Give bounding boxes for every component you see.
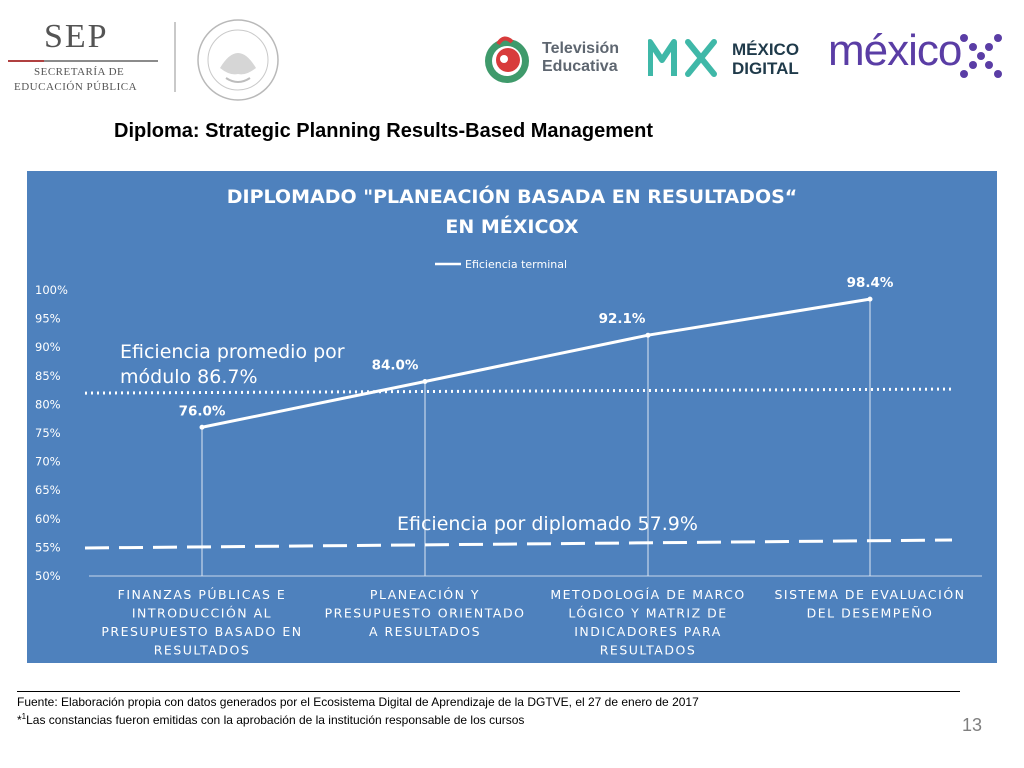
sep-logo-rule	[8, 60, 158, 62]
header: SEP SECRETARÍA DE EDUCACIÓN PÚBLICA Tele…	[0, 0, 1024, 110]
y-tick-label: 80%	[35, 397, 61, 411]
y-tick-label: 55%	[35, 540, 61, 554]
chart-title-line2: EN MÉXICOX	[445, 215, 579, 238]
reference-line-diploma	[84, 538, 953, 550]
x-category-label: INDICADORES PARA	[574, 624, 722, 639]
x-category-label: SISTEMA DE EVALUACIÓN	[774, 587, 965, 602]
x-category-label: LÓGICO Y MATRIZ DE	[568, 606, 727, 621]
page-number: 13	[961, 715, 982, 735]
y-tick-label: 95%	[35, 312, 61, 326]
sep-logo: SEP SECRETARÍA DE EDUCACIÓN PÚBLICA	[8, 18, 158, 98]
y-tick-label: 50%	[35, 569, 61, 583]
header-divider	[174, 22, 176, 92]
mexicox-logo-text: méxico	[828, 26, 962, 75]
x-category-label: DEL DESEMPEÑO	[807, 606, 934, 621]
sep-logo-word: SEP	[44, 18, 109, 55]
television-educativa-logo-text: Televisión Educativa	[542, 40, 619, 76]
reference-line-average-module	[84, 387, 953, 395]
data-point	[867, 296, 873, 302]
tv-logo-line1: Televisión	[542, 40, 620, 57]
tv-logo-line2: Educativa	[542, 58, 618, 75]
x-category-label: RESULTADOS	[154, 643, 251, 658]
footer-note-superscript: 1	[21, 712, 27, 721]
mexico-digital-logo-text: MÉXICO DIGITAL	[732, 40, 799, 78]
reference-label-average-line1: Eficiencia promedio por	[120, 341, 345, 363]
mx-logo-line1: MÉXICO	[732, 40, 800, 59]
national-seal-icon	[197, 19, 279, 101]
sep-logo-rule-accent	[8, 60, 44, 62]
television-educativa-logo-icon	[485, 36, 529, 83]
y-tick-label: 90%	[35, 340, 61, 354]
reference-label-diploma: Eficiencia por diplomado 57.9%	[397, 513, 698, 535]
x-category-label: FINANZAS PÚBLICAS E	[118, 587, 287, 602]
footer-source: Fuente: Elaboración propia con datos gen…	[17, 695, 699, 709]
footer-note-asterisk: *	[17, 713, 22, 727]
y-tick-label: 65%	[35, 483, 61, 497]
reference-label-average-line2: módulo 86.7%	[120, 366, 258, 388]
footer-note: *1Las constancias fueron emitidas con la…	[17, 712, 524, 727]
data-label: 76.0%	[179, 403, 226, 419]
y-tick-label: 100%	[35, 283, 68, 297]
chart-panel: DIPLOMADO "PLANEACIÓN BASADA EN RESULTAD…	[27, 171, 997, 663]
slide-title: Diploma: Strategic Planning Results-Base…	[114, 120, 653, 142]
data-point	[422, 379, 428, 385]
footer-rule	[17, 691, 960, 692]
x-category-label: METODOLOGÍA DE MARCO	[550, 587, 745, 602]
legend-label: Eficiencia terminal	[465, 258, 567, 271]
x-category-label: RESULTADOS	[600, 643, 697, 658]
sep-logo-line1: SECRETARÍA DE	[34, 66, 125, 78]
sep-logo-line2: EDUCACIÓN PÚBLICA	[14, 81, 138, 93]
data-point	[645, 332, 651, 338]
line-chart: DIPLOMADO "PLANEACIÓN BASADA EN RESULTAD…	[35, 184, 982, 658]
y-tick-label: 75%	[35, 426, 61, 440]
data-label: 98.4%	[847, 275, 894, 291]
footer-note-text: Las constancias fueron emitidas con la a…	[26, 713, 525, 727]
data-label: 84.0%	[372, 358, 419, 374]
mexicox-x-logo-icon	[960, 34, 1002, 78]
data-point	[199, 424, 205, 430]
series-line-eficiencia-terminal	[201, 297, 871, 429]
x-category-label: A RESULTADOS	[369, 624, 481, 639]
y-tick-label: 60%	[35, 512, 61, 526]
x-category-label: INTRODUCCIÓN AL	[132, 606, 272, 621]
data-label: 92.1%	[599, 311, 646, 327]
y-tick-label: 85%	[35, 369, 61, 383]
x-category-label: PRESUPUESTO BASADO EN	[101, 624, 302, 639]
chart-title-line1: DIPLOMADO "PLANEACIÓN BASADA EN RESULTAD…	[227, 184, 798, 208]
y-tick-label: 70%	[35, 455, 61, 469]
x-category-label: PRESUPUESTO ORIENTADO	[325, 606, 526, 621]
x-category-label: PLANEACIÓN Y	[370, 587, 480, 602]
mx-logo-line2: DIGITAL	[732, 59, 799, 78]
mexico-digital-logo-icon	[648, 39, 717, 77]
plot-area: 100% 95% 90% 85% 80% 75% 70% 65% 60% 55% 50% Eficie…	[35, 275, 982, 658]
